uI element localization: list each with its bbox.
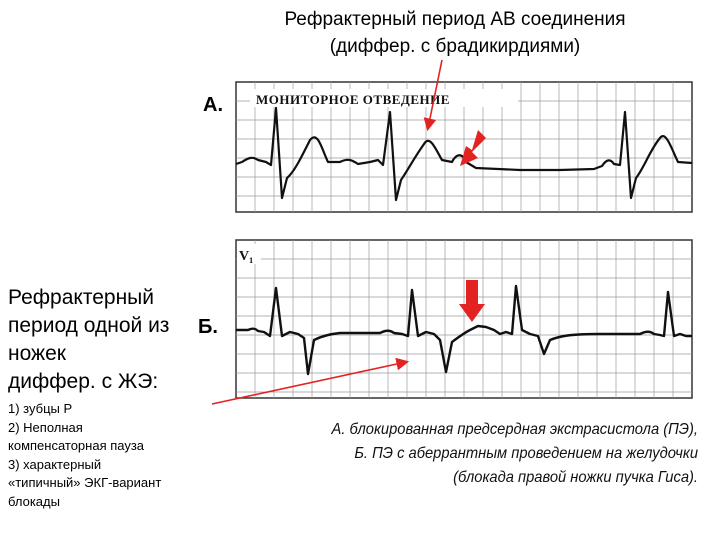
red-arrow-a-icon [460, 130, 486, 166]
figure-caption: А. блокированная предсердная экстрасисто… [302, 418, 698, 490]
panel-b-lead-label: V₁ [239, 249, 253, 264]
list-item: «типичный» ЭКГ-вариант [8, 475, 162, 490]
list-item: блокады [8, 493, 60, 509]
caption-line: А. блокированная предсердная экстрасисто… [331, 421, 698, 438]
annotation-arrow-left [211, 357, 410, 405]
panel-b-letter: Б. [198, 316, 218, 338]
title-line-2: (диффер. с брадикирдиями) [329, 36, 581, 57]
page-title: Рефрактерный период АВ соединения (диффе… [215, 6, 695, 60]
caption-line: Б. ПЭ с аберрантным проведением на желуд… [354, 445, 698, 462]
panel-a-ecg-trace [235, 106, 693, 202]
panel-a-header-label: МОНИТОРНОЕ ОТВЕДЕНИЕ [256, 92, 450, 107]
annotation-arrow-title [423, 59, 443, 132]
left-heading-line: ножек [8, 342, 66, 365]
left-heading: Рефрактерный период одной из ножек диффе… [8, 284, 169, 396]
left-heading-line: диффер. с ЖЭ: [8, 370, 159, 393]
panel-a-letter: А. [203, 94, 223, 116]
left-heading-line: Рефрактерный [8, 286, 154, 309]
list-item: 2) Неполная [8, 419, 83, 435]
caption-line: (блокада правой ножки пучка Гиса). [453, 469, 698, 486]
panel-b-ecg-trace [236, 284, 692, 376]
panel-a-header-band [250, 89, 518, 107]
criteria-list: 1) зубцы Р 2) Неполная компенсаторная па… [8, 400, 208, 511]
left-heading-line: период одной из [8, 314, 170, 337]
title-line-1: Рефрактерный период АВ соединения [284, 9, 626, 30]
panel-b-lead-band [237, 244, 261, 264]
list-item: 3) характерный [8, 456, 102, 472]
panel-b-grid [235, 239, 693, 399]
list-item: 1) зубцы Р [8, 401, 73, 416]
red-arrow-b-icon [459, 280, 485, 322]
list-item: компенсаторная пауза [8, 438, 145, 453]
